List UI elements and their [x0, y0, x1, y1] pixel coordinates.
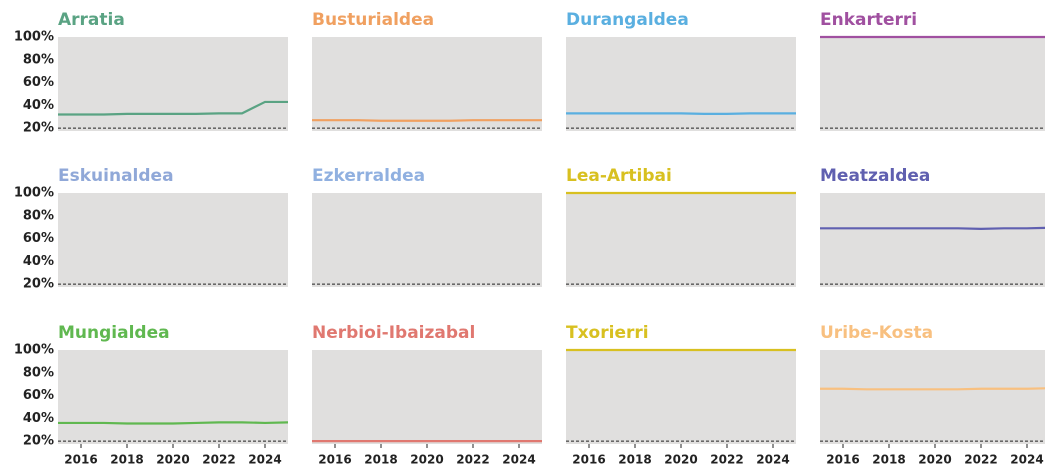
x-tick-label: 2024: [756, 453, 789, 465]
y-tick-label: 20%: [23, 121, 54, 136]
panel-background: [58, 350, 288, 444]
y-tick-label: 20%: [23, 277, 54, 292]
data-line: [58, 421, 289, 425]
panel-background: [566, 37, 796, 131]
panel-title: Mungialdea: [58, 323, 170, 343]
x-tick-label: 2022: [456, 453, 489, 465]
x-tick-label: 2020: [156, 453, 189, 465]
panel-background: [58, 37, 288, 131]
y-tick-label: 40%: [23, 411, 54, 426]
panel-title: Arratia: [58, 10, 125, 30]
panel-background: [58, 193, 288, 287]
data-line: [820, 387, 1045, 391]
data-line: [58, 100, 288, 116]
panel-background: [820, 37, 1045, 131]
x-tick-label: 2022: [202, 453, 235, 465]
panel-background: [820, 350, 1045, 444]
y-tick-label: 80%: [23, 208, 54, 223]
x-tick-label: 2016: [318, 453, 351, 465]
panel-title: Nerbioi-Ibaizabal: [312, 323, 475, 343]
x-tick-label: 2016: [572, 453, 605, 465]
panel-background: [820, 193, 1045, 287]
y-tick-label: 60%: [23, 231, 54, 246]
panel-background: [312, 37, 542, 131]
panel-title: Meatzaldea: [820, 166, 930, 186]
x-tick-label: 2016: [826, 453, 859, 465]
x-tick-label: 2018: [872, 453, 905, 465]
y-tick-label: 100%: [14, 186, 54, 201]
y-tick-label: 80%: [23, 365, 54, 380]
panel-title: Durangaldea: [566, 10, 689, 30]
x-tick-label: 2022: [964, 453, 997, 465]
x-tick-label: 2024: [1010, 453, 1043, 465]
y-tick-label: 100%: [14, 343, 54, 358]
panel-background: [312, 350, 542, 444]
y-tick-label: 60%: [23, 75, 54, 90]
y-tick-label: 40%: [23, 254, 54, 269]
x-tick-label: 2020: [410, 453, 443, 465]
panel-background: [566, 193, 796, 287]
x-tick-label: 2016: [64, 453, 97, 465]
panel-title: Uribe-Kosta: [820, 323, 933, 343]
panel-title: Lea-Artibai: [566, 166, 672, 186]
panel-background: [566, 350, 796, 444]
x-tick-label: 2020: [918, 453, 951, 465]
data-line: [312, 119, 542, 122]
x-tick-label: 2018: [110, 453, 143, 465]
panel-background: [312, 193, 542, 287]
x-tick-label: 2018: [618, 453, 651, 465]
panel-title: Eskuinaldea: [58, 166, 174, 186]
y-tick-label: 100%: [14, 30, 54, 45]
y-tick-label: 40%: [23, 98, 54, 113]
y-tick-label: 20%: [23, 434, 54, 449]
panel-title: Busturialdea: [312, 10, 434, 30]
x-tick-label: 2024: [248, 453, 281, 465]
x-tick-label: 2020: [664, 453, 697, 465]
panel-title: Ezkerraldea: [312, 166, 425, 186]
x-tick-label: 2018: [364, 453, 397, 465]
data-line: [820, 226, 1045, 230]
panel-title: Enkarterri: [820, 10, 917, 30]
y-tick-label: 60%: [23, 388, 54, 403]
y-tick-label: 80%: [23, 52, 54, 67]
x-tick-label: 2022: [710, 453, 743, 465]
panel-title: Txorierri: [566, 323, 649, 343]
x-tick-label: 2024: [502, 453, 535, 465]
data-line: [566, 112, 796, 116]
